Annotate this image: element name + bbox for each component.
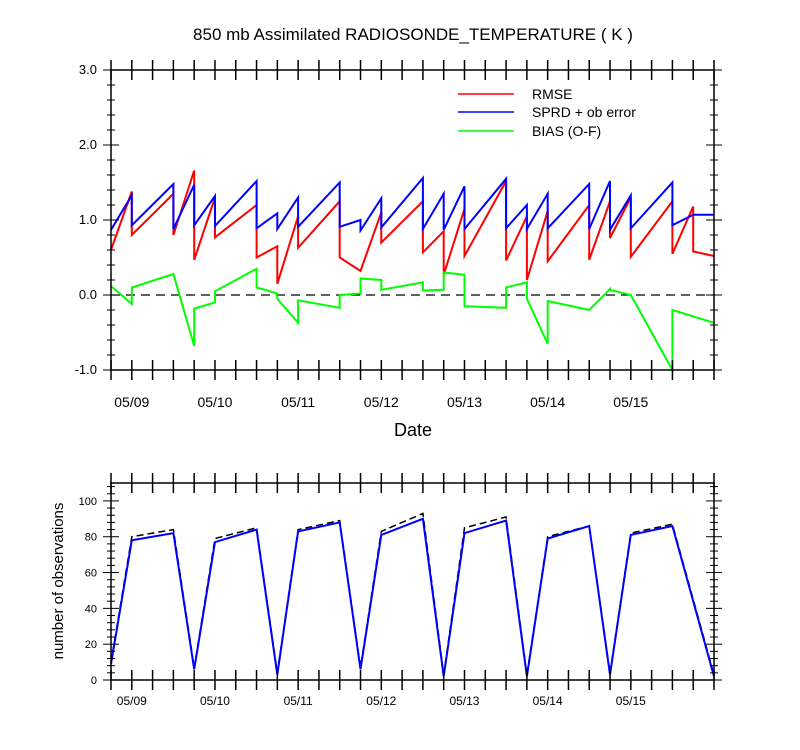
series-line-rmse [110, 170, 715, 285]
y-tick-label: 0.0 [79, 287, 97, 302]
y-tick-label: 60 [85, 568, 97, 580]
x-tick-label: 05/10 [197, 394, 232, 410]
y-tick-label: 80 [85, 532, 97, 544]
chart-series [110, 170, 715, 374]
legend: RMSE SPRD + ob error BIAS (O-F) [458, 86, 636, 139]
x-tick-label: 05/11 [281, 394, 315, 410]
x-tick-label: 05/09 [114, 394, 149, 410]
series-line-bias-o-f [110, 267, 715, 374]
x-tick-label: 05/15 [613, 394, 648, 410]
x-tick-label: 05/10 [200, 694, 230, 708]
series-line-used [110, 517, 715, 677]
y-axis-label: number of observations [50, 503, 67, 660]
x-tick-label: 05/11 [284, 694, 313, 708]
axis-ticks: -1.0 0.0 1.0 2.0 3.0 05/09 05/10 05/11 05/12 05/1… [75, 60, 722, 410]
legend-label-rmse: RMSE [532, 86, 572, 102]
x-axis-label: Date [394, 420, 432, 440]
x-tick-label: 05/13 [449, 694, 479, 708]
y-tick-label: -1.0 [75, 362, 97, 377]
y-tick-label: 0 [91, 675, 97, 687]
legend-label-bias: BIAS (O-F) [532, 123, 601, 139]
plot-frame [110, 482, 715, 681]
x-tick-label: 05/09 [117, 694, 147, 708]
y-tick-label: 40 [85, 603, 97, 615]
y-tick-label: 100 [79, 496, 97, 508]
y-tick-label: 2.0 [79, 137, 97, 152]
y-tick-label: 3.0 [79, 62, 97, 77]
x-tick-label: 05/12 [364, 394, 399, 410]
legend-label-sprd: SPRD + ob error [532, 104, 636, 120]
axis-ticks: 0 20 40 60 80 100 05/09 05/10 05/11 05/12 05/13 05/… [79, 473, 722, 708]
chart-series [110, 512, 715, 677]
chart-title: 850 mb Assimilated RADIOSONDE_TEMPERATUR… [193, 25, 633, 44]
x-tick-label: 05/14 [533, 694, 563, 708]
x-tick-label: 05/13 [447, 394, 482, 410]
y-tick-label: 20 [85, 639, 97, 651]
x-tick-label: 05/15 [616, 694, 646, 708]
series-line-sprd-ob-error [110, 175, 714, 234]
x-tick-label: 05/14 [530, 394, 565, 410]
series-line-possible [110, 512, 715, 675]
y-tick-label: 1.0 [79, 212, 97, 227]
x-tick-label: 05/12 [366, 694, 396, 708]
